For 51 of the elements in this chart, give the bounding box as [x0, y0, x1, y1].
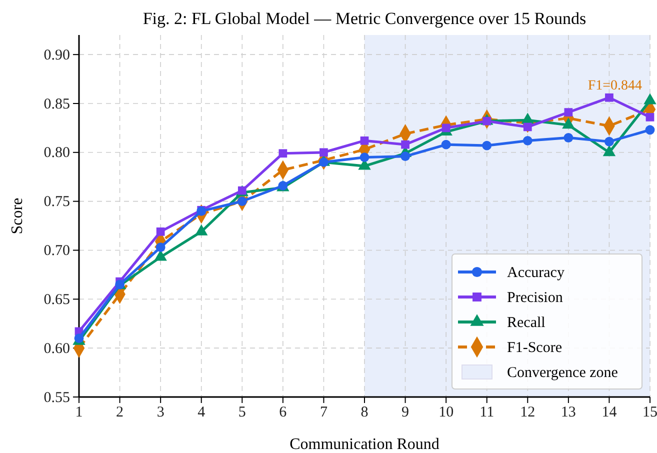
- point: [441, 140, 451, 150]
- point: [605, 93, 614, 102]
- x-tick-label: 14: [602, 404, 618, 421]
- x-tick-label: 10: [438, 404, 454, 421]
- x-tick-label: 7: [320, 404, 328, 421]
- point: [645, 125, 655, 135]
- x-tick-label: 4: [198, 404, 206, 421]
- point: [564, 133, 574, 142]
- point: [442, 124, 450, 132]
- point: [523, 122, 532, 132]
- band-label: Convergence zone: [507, 365, 618, 381]
- point: [646, 113, 654, 122]
- point: [320, 148, 328, 157]
- point: [400, 152, 410, 162]
- x-tick-label: 3: [156, 404, 164, 421]
- x-tick-label: 2: [116, 404, 124, 421]
- point: [482, 140, 492, 150]
- point: [522, 136, 532, 146]
- x-tick-label: 12: [520, 404, 536, 421]
- point: [360, 136, 369, 145]
- x-tick-label: 5: [238, 404, 246, 421]
- y-tick-label: 0.65: [44, 292, 70, 308]
- y-tick-label: 0.75: [44, 194, 70, 210]
- y-tick-label: 0.80: [44, 145, 70, 162]
- point: [401, 140, 410, 149]
- x-tick-label: 8: [360, 404, 368, 421]
- x-tick-label: 13: [560, 404, 576, 421]
- x-axis-title: Communication Round: [290, 436, 440, 453]
- y-axis-title: Score: [9, 198, 26, 234]
- x-tick-label: 15: [642, 404, 657, 421]
- point: [156, 242, 166, 252]
- y-tick-label: 0.90: [44, 47, 70, 64]
- point: [360, 152, 370, 162]
- x-tick-label: 6: [279, 404, 288, 421]
- point: [156, 227, 165, 236]
- legend-label: Precision: [507, 290, 564, 306]
- annotation: F1=0.844: [588, 78, 642, 94]
- y-tick-label: 0.70: [44, 243, 70, 260]
- y-tick-label: 0.60: [44, 340, 70, 357]
- legend-label: Accuracy: [507, 265, 565, 281]
- x-tick-label: 9: [402, 404, 410, 421]
- point: [604, 136, 614, 146]
- point: [564, 108, 573, 116]
- y-tick-label: 0.55: [44, 390, 70, 406]
- legend-label: F1-Score: [507, 340, 562, 356]
- x-tick-label: 11: [480, 404, 494, 421]
- y-tick-label: 0.85: [44, 96, 70, 112]
- chart-title: Fig. 2: FL Global Model — Metric Convergence over 15 Rounds: [142, 9, 586, 28]
- x-tick-label: 1: [75, 404, 83, 421]
- legend-label: Recall: [507, 315, 546, 331]
- point: [278, 149, 288, 158]
